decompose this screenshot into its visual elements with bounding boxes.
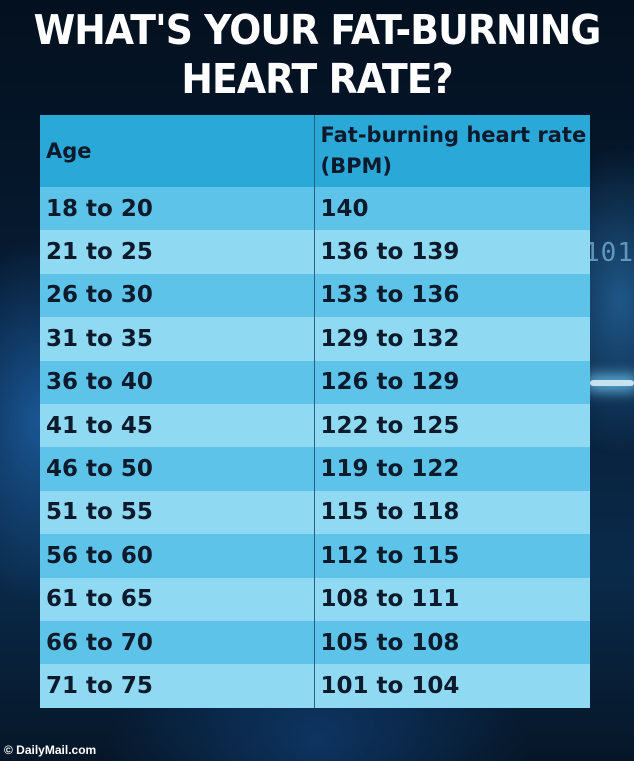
table-row: 56 to 60 112 to 115 bbox=[40, 534, 590, 578]
age-cell: 71 to 75 bbox=[40, 664, 315, 708]
rate-cell: 119 to 122 bbox=[314, 447, 590, 491]
rate-cell: 115 to 118 bbox=[314, 490, 590, 535]
age-cell: 31 to 35 bbox=[40, 317, 315, 361]
rate-cell: 101 to 104 bbox=[314, 664, 590, 708]
rate-cell: 122 to 125 bbox=[314, 403, 590, 448]
age-column-header: Age bbox=[40, 115, 315, 187]
heart-rate-table-container: Age Fat-burning heart rate (BPM) 18 to 2… bbox=[40, 115, 590, 710]
table-row: 61 to 65 108 to 111 bbox=[40, 577, 590, 621]
age-cell: 51 to 55 bbox=[40, 490, 315, 535]
rate-column-header: Fat-burning heart rate (BPM) bbox=[314, 115, 590, 187]
table-body: 18 to 20 140 21 to 25 136 to 139 26 to 3… bbox=[40, 187, 590, 708]
rate-cell: 136 to 139 bbox=[314, 230, 590, 274]
age-cell: 46 to 50 bbox=[40, 447, 315, 491]
rate-cell: 140 bbox=[314, 187, 590, 231]
table-row: 51 to 55 115 to 118 bbox=[40, 490, 590, 535]
age-cell: 66 to 70 bbox=[40, 620, 315, 665]
table-row: 66 to 70 105 to 108 bbox=[40, 620, 590, 665]
table-row: 46 to 50 119 to 122 bbox=[40, 447, 590, 491]
age-cell: 41 to 45 bbox=[40, 403, 315, 448]
table-row: 26 to 30 133 to 136 bbox=[40, 273, 590, 318]
table-header-row: Age Fat-burning heart rate (BPM) bbox=[40, 115, 590, 187]
rate-cell: 129 to 132 bbox=[314, 317, 590, 361]
page-title: WHAT'S YOUR FAT-BURNING HEART RATE? bbox=[33, 6, 602, 103]
rate-cell: 112 to 115 bbox=[314, 534, 590, 578]
age-cell: 21 to 25 bbox=[40, 230, 315, 274]
table-row: 71 to 75 101 to 104 bbox=[40, 664, 590, 708]
rate-cell: 126 to 129 bbox=[314, 360, 590, 404]
table-row: 41 to 45 122 to 125 bbox=[40, 403, 590, 448]
binary-background-text: 101 bbox=[584, 238, 634, 268]
age-cell: 36 to 40 bbox=[40, 360, 315, 404]
table-row: 18 to 20 140 bbox=[40, 187, 590, 231]
age-cell: 56 to 60 bbox=[40, 534, 315, 578]
rate-cell: 108 to 111 bbox=[314, 577, 590, 621]
rate-cell: 105 to 108 bbox=[314, 620, 590, 665]
source-credit: © DailyMail.com bbox=[4, 743, 97, 757]
rate-cell: 133 to 136 bbox=[314, 273, 590, 318]
age-cell: 61 to 65 bbox=[40, 577, 315, 621]
table-row: 31 to 35 129 to 132 bbox=[40, 317, 590, 361]
table-row: 21 to 25 136 to 139 bbox=[40, 230, 590, 274]
table-row: 36 to 40 126 to 129 bbox=[40, 360, 590, 404]
age-cell: 26 to 30 bbox=[40, 273, 315, 318]
glow-line-decoration bbox=[590, 380, 634, 386]
heart-rate-table: Age Fat-burning heart rate (BPM) 18 to 2… bbox=[40, 115, 590, 708]
age-cell: 18 to 20 bbox=[40, 187, 315, 231]
